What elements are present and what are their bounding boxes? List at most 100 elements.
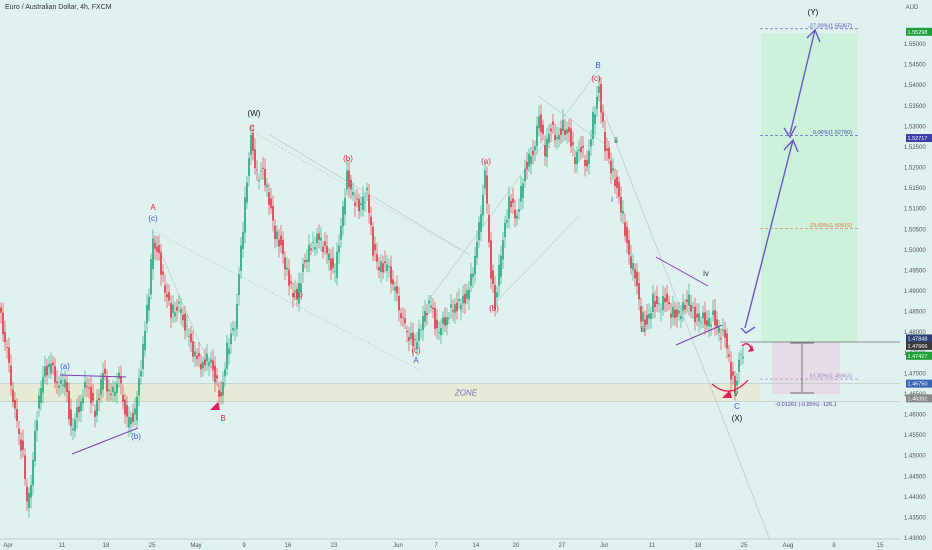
candle-body — [72, 428, 74, 431]
candle-body — [586, 160, 588, 167]
candle-body — [90, 386, 92, 404]
price-tag-bg — [906, 334, 932, 343]
candle-body — [300, 283, 302, 292]
candle-body — [380, 261, 382, 273]
candle-body — [504, 222, 506, 238]
candle-body — [714, 310, 716, 326]
x-tick-label: 8 — [832, 543, 836, 549]
candle-body — [20, 439, 22, 451]
candle-body — [154, 242, 156, 249]
candle-body — [366, 187, 368, 191]
candle-body — [702, 312, 704, 319]
candle-body — [706, 320, 708, 326]
candle-body — [192, 341, 194, 357]
candle-body — [122, 394, 124, 402]
candle-body — [612, 168, 614, 171]
candle-body — [302, 263, 304, 272]
wave-label: A — [413, 356, 419, 365]
candle-body — [340, 226, 342, 240]
candle-body — [460, 304, 462, 310]
x-tick-label: 7 — [434, 543, 438, 549]
candle-body — [616, 176, 618, 188]
candle-body — [690, 304, 692, 312]
candle-body — [356, 198, 358, 200]
candle-body — [584, 159, 586, 166]
y-tick-label: 1.44000 — [904, 495, 926, 501]
candle-body — [562, 120, 564, 132]
candle-body — [502, 240, 504, 260]
candle-body — [42, 377, 44, 393]
candle-body — [288, 269, 290, 286]
y-tick-label: 1.43500 — [904, 515, 926, 521]
price-tag-label: 1.52717 — [908, 136, 928, 142]
candle-body — [26, 486, 28, 502]
candle-body — [672, 306, 674, 318]
candle-body — [654, 301, 656, 308]
candle-body — [234, 329, 236, 331]
price-tag: 1.46392 — [906, 394, 932, 403]
candle-body — [32, 459, 34, 486]
candle-body — [622, 211, 624, 214]
candle-body — [0, 307, 2, 313]
candle-body — [458, 298, 460, 302]
x-tick-label: 20 — [513, 543, 520, 549]
candle-body — [278, 239, 280, 247]
fib-label: 23.60%(1.50519) — [810, 223, 852, 229]
candle-body — [508, 196, 510, 219]
candle-body — [722, 329, 724, 331]
x-tick-label: 9 — [242, 543, 246, 549]
candle-body — [64, 379, 66, 388]
fib-label: -27.00%(1.55367) — [808, 23, 852, 29]
candle-body — [190, 333, 192, 343]
candle-body — [176, 306, 178, 311]
candle-body — [540, 114, 542, 133]
candle-body — [670, 313, 672, 318]
candle-body — [68, 390, 70, 420]
trend-line — [151, 231, 223, 396]
candle-body — [352, 191, 354, 196]
candle-body — [514, 209, 516, 219]
candle-body — [574, 157, 576, 164]
wave-label: (X) — [732, 414, 743, 423]
candle-body — [618, 182, 620, 197]
candle-body — [660, 309, 662, 311]
candle-body — [66, 382, 68, 392]
candle-body — [34, 431, 36, 462]
candle-body — [570, 128, 572, 147]
price-tag-label: 1.46750 — [908, 382, 928, 388]
candle-body — [648, 313, 650, 319]
candle-body — [38, 395, 40, 409]
price-axis-bg — [900, 0, 932, 550]
candle-body — [292, 293, 294, 298]
candle-body — [738, 359, 740, 372]
y-tick-label: 1.50500 — [904, 227, 926, 233]
candle-body — [602, 112, 604, 122]
candle-body — [592, 112, 594, 140]
candle-body — [294, 290, 296, 292]
wave-label: C — [249, 124, 255, 133]
candle-body — [442, 317, 444, 325]
candle-body — [54, 366, 56, 383]
candle-body — [184, 313, 186, 331]
candle-body — [100, 379, 102, 395]
candle-body — [218, 390, 220, 397]
candle-body — [312, 242, 314, 243]
candle-body — [488, 214, 490, 243]
trend-line-dashed — [154, 231, 421, 371]
fib-label: 61.80%(1.46863) — [810, 374, 852, 380]
candle-body — [86, 386, 88, 387]
y-tick-label: 1.52500 — [904, 145, 926, 151]
candle-body — [80, 401, 82, 412]
candle-body — [554, 134, 556, 141]
candle-body — [642, 312, 644, 322]
candle-body — [158, 245, 160, 254]
candle-body — [390, 266, 392, 284]
candle-body — [572, 142, 574, 145]
triangle-lower-line — [675, 324, 723, 346]
candle-body — [422, 315, 424, 330]
candle-body — [456, 302, 458, 312]
candle-body — [216, 375, 218, 379]
candle-body — [202, 361, 204, 369]
candle-body — [614, 179, 616, 187]
